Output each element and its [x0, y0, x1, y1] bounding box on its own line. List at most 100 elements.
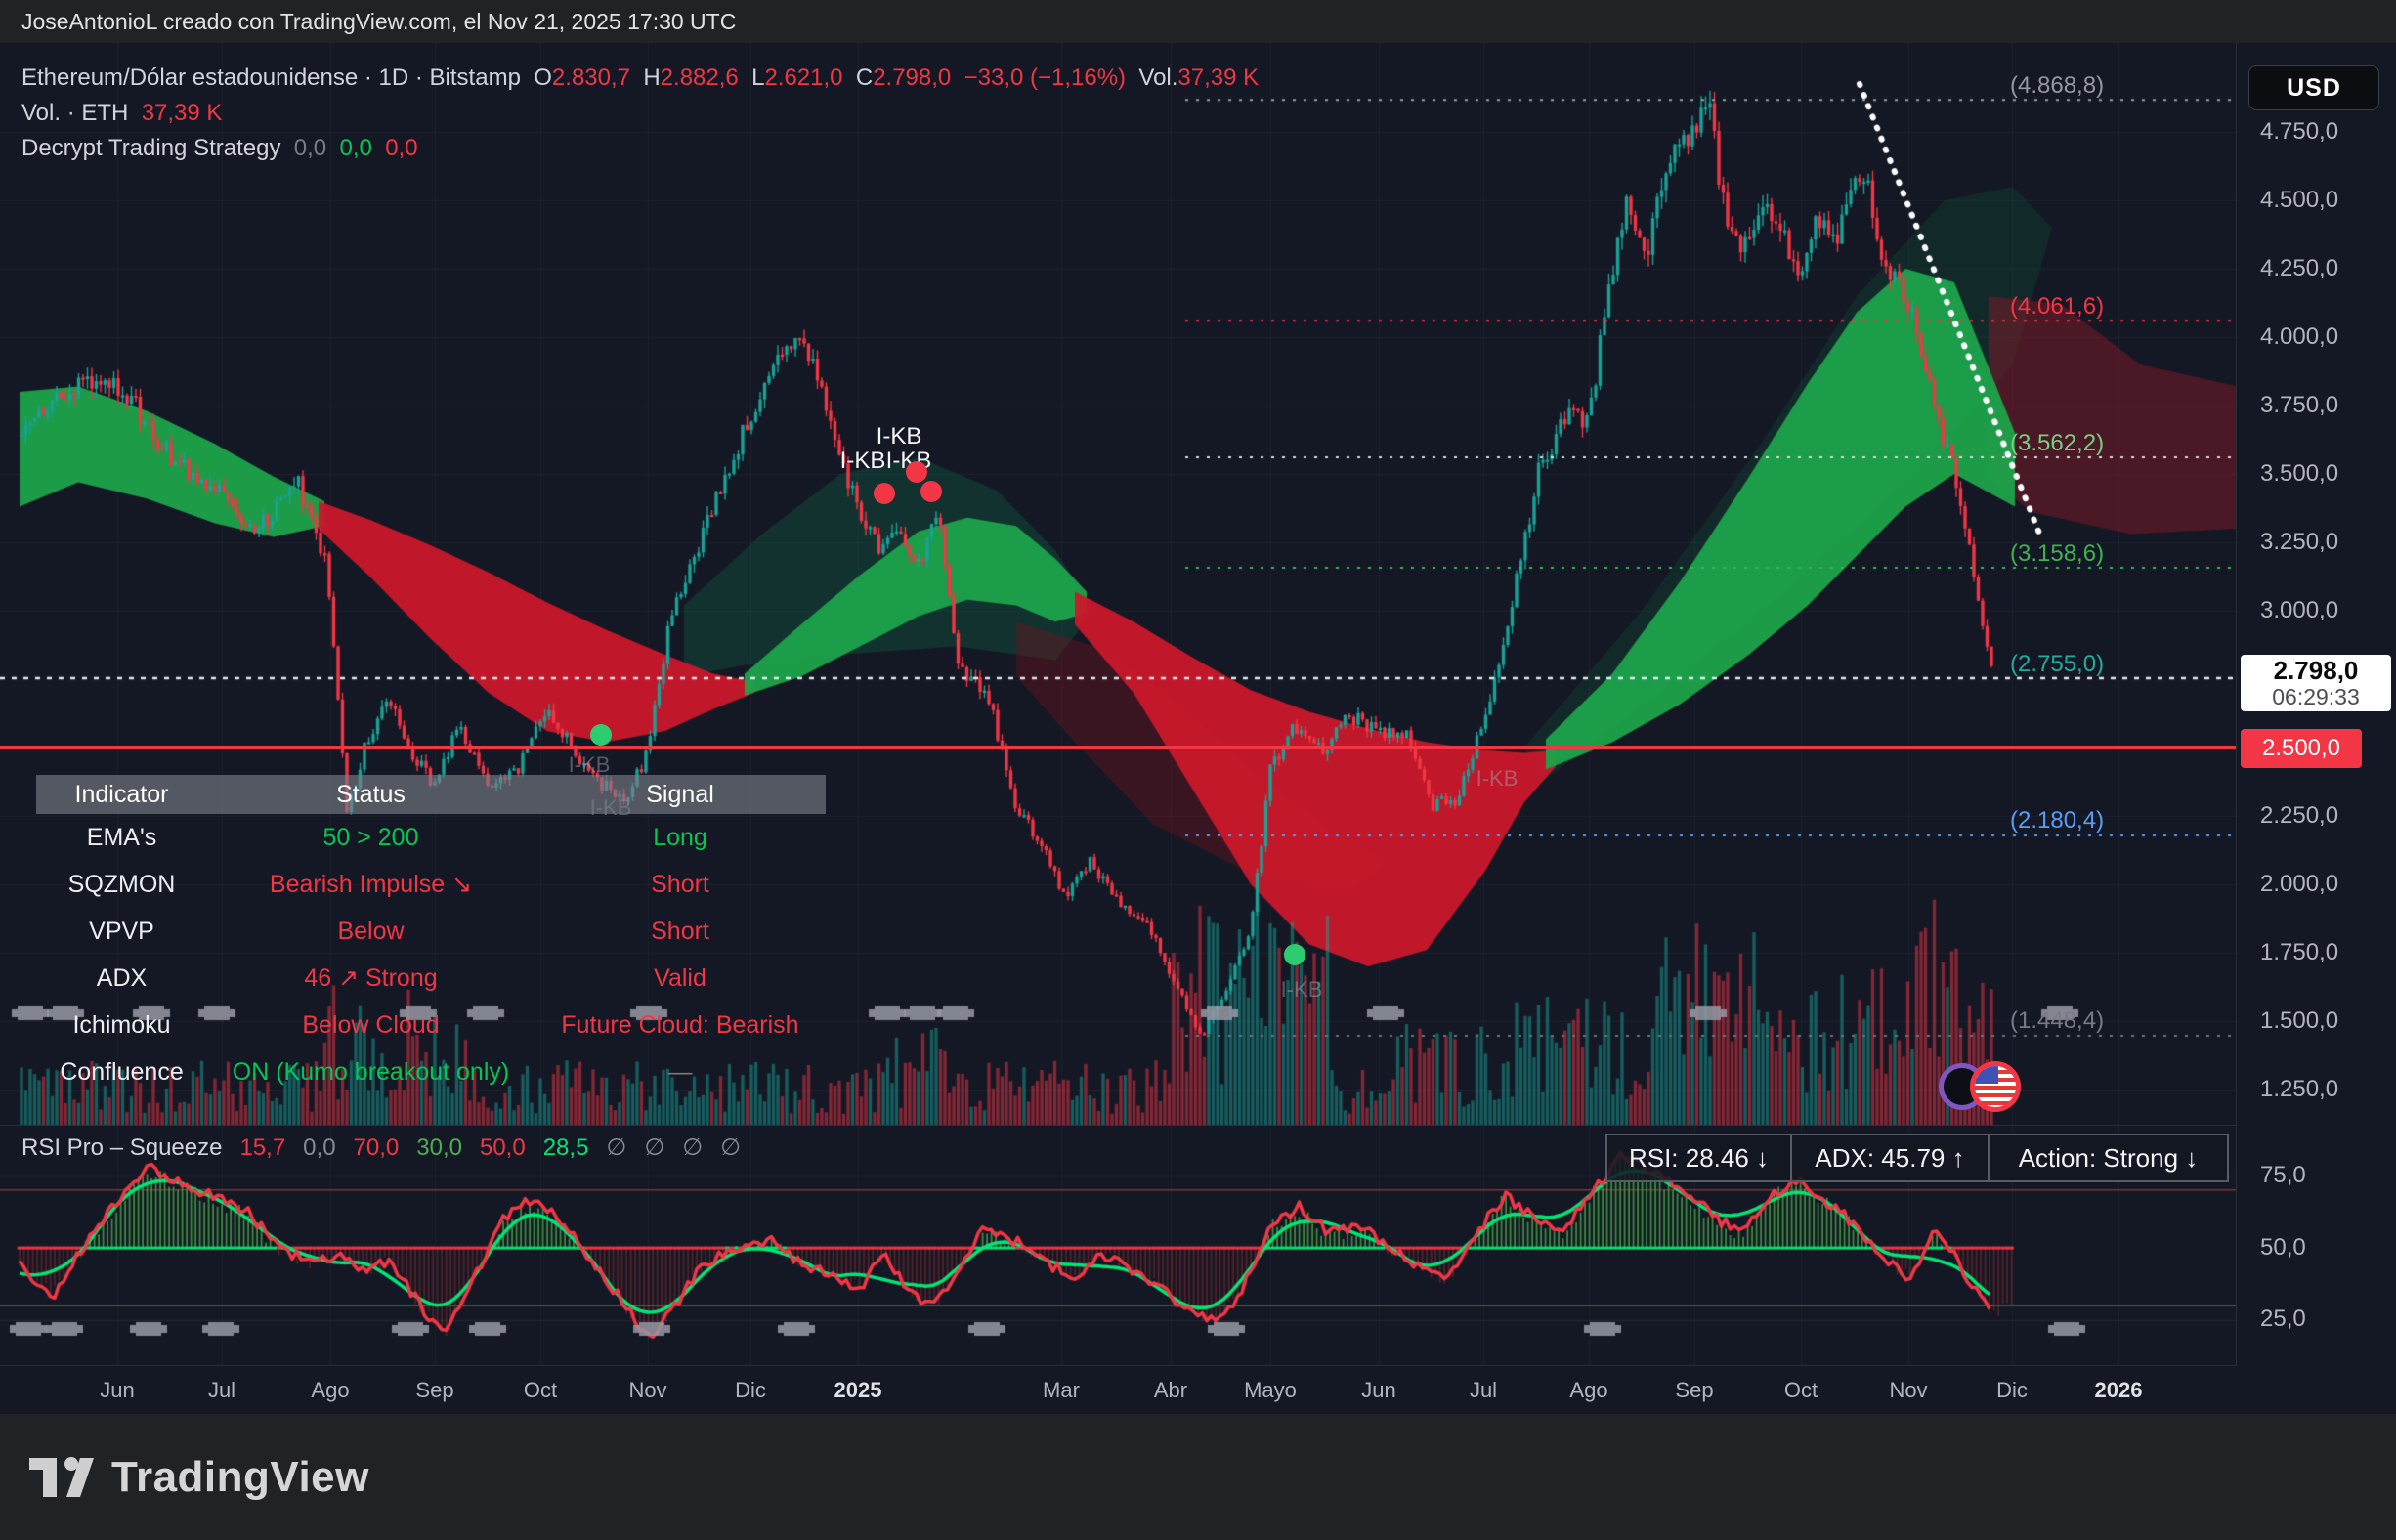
- indicator-name: SQZMON: [67, 870, 176, 898]
- last-price-box: 2.798,0 06:29:33: [2241, 655, 2391, 711]
- time-axis-label: Ago: [1569, 1378, 1608, 1402]
- table-row: ADX 46 ↗ Strong Valid: [36, 955, 826, 1002]
- symbol-title-row[interactable]: Ethereum/Dólar estadounidense · 1D · Bit…: [21, 61, 1259, 96]
- currency-toggle-button[interactable]: USD: [2248, 65, 2379, 110]
- time-axis-label: Nov: [628, 1378, 667, 1402]
- axis-tick-label: 3.250,0: [2260, 529, 2339, 555]
- flag-canton: [1975, 1066, 1998, 1084]
- axis-tick-label: 4.750,0: [2260, 118, 2339, 145]
- symbol-title[interactable]: Ethereum/Dólar estadounidense · 1D · Bit…: [21, 64, 535, 91]
- volume-row[interactable]: Vol. · ETH 37,39 K: [21, 96, 1259, 131]
- indicator-name: Confluence: [60, 1057, 184, 1086]
- attribution-bar: JoseAntonioL creado con TradingView.com,…: [0, 0, 2396, 43]
- table-row: Confluence ON (Kumo breakout only) —: [36, 1048, 826, 1095]
- table-row: SQZMON Bearish Impulse ↘ Short: [36, 861, 826, 908]
- tradingview-logo-text: TradingView: [111, 1452, 369, 1501]
- time-axis-label: Dic: [735, 1378, 766, 1402]
- ohlc-value: 2.621,0: [764, 64, 843, 91]
- rsi-param-value: 70,0: [353, 1134, 400, 1161]
- indicator-name: EMA's: [86, 823, 157, 851]
- table-row: EMA's 50 > 200 Long: [36, 814, 826, 861]
- indicator-status: 46 ↗ Strong: [304, 964, 438, 992]
- time-axis-label: Jul: [207, 1378, 236, 1402]
- price-level-label: (3.158,6): [2010, 539, 2105, 567]
- time-axis-label: Mayo: [1244, 1378, 1297, 1402]
- strategy-value: Decrypt Trading Strategy: [21, 135, 281, 161]
- price-level-line-2500[interactable]: [0, 746, 2396, 749]
- ohlc-value: H: [630, 64, 661, 91]
- rsi-param-value: 50,0: [479, 1134, 526, 1161]
- time-axis-label: Jun: [100, 1378, 135, 1402]
- ichimoku-kumo-breakout-label-dim: I-KB: [1280, 977, 1323, 1002]
- ohlc-value: L: [738, 64, 765, 91]
- indicator-signal: Valid: [654, 963, 706, 992]
- table-header-cell: Signal: [646, 780, 714, 808]
- ohlc-value: Vol.: [1126, 64, 1178, 91]
- axis-tick-label: 1.750,0: [2260, 939, 2339, 965]
- ohlc-value: −33,0 (−1,16%): [951, 64, 1127, 91]
- rsi-param-value: ∅: [606, 1134, 627, 1161]
- ohlc-value: O: [534, 64, 552, 91]
- brand-bar: TradingView: [0, 1414, 2396, 1540]
- table-row: VPVP Below Short: [36, 908, 826, 955]
- axis-tick-label: 75,0: [2260, 1162, 2306, 1188]
- indicator-status: 50 > 200: [322, 823, 419, 851]
- volume-value: Vol. · ETH: [21, 100, 129, 126]
- price-axis[interactable]: USD 4.750,0 4.500,0 4.250,0 4.000,0 3.750,0 3…: [2236, 43, 2396, 1366]
- symbol-header: Ethereum/Dólar estadounidense · 1D · Bit…: [21, 61, 1259, 166]
- time-axis-label: Jul: [1469, 1378, 1498, 1402]
- table-row: Ichimoku Below Cloud Future Cloud: Bearish: [36, 1002, 826, 1048]
- time-axis-label: 2026: [2094, 1378, 2143, 1402]
- bar-countdown: 06:29:33: [2272, 683, 2360, 709]
- level-price-pill: 2.500,0: [2241, 729, 2362, 768]
- ichimoku-kumo-breakout-label: I-KB: [876, 423, 922, 449]
- rsi-indicator-header[interactable]: RSI Pro – Squeeze 15,7 0,0 70,0 30,0 50,0 28,…: [21, 1134, 758, 1162]
- price-level-label: (4.061,6): [2010, 292, 2105, 320]
- rsi-param-value: ∅: [682, 1134, 704, 1161]
- axis-tick-label: 4.250,0: [2260, 255, 2339, 281]
- sell-signal-dot: [874, 483, 895, 504]
- rsi-param-value: 30,0: [416, 1134, 462, 1161]
- rsi-param-value: 15,7: [239, 1134, 286, 1161]
- tradingview-logo-icon: [29, 1456, 94, 1497]
- time-axis-label: 2025: [834, 1378, 882, 1402]
- time-axis-label: Oct: [523, 1378, 558, 1402]
- time-axis-label: Mar: [1043, 1378, 1080, 1402]
- us-flag-event-icon[interactable]: [1970, 1061, 2021, 1112]
- ichimoku-kumo-breakout-label-dim: I-KB: [1476, 766, 1519, 791]
- axis-tick-label: 4.500,0: [2260, 187, 2339, 213]
- axis-tick-label: 4.000,0: [2260, 323, 2339, 350]
- axis-tick-label: 1.500,0: [2260, 1007, 2339, 1034]
- price-level-label: (2.180,4): [2010, 807, 2105, 834]
- time-axis-label: Jun: [1361, 1378, 1396, 1402]
- axis-tick-label: 1.250,0: [2260, 1076, 2339, 1102]
- sell-signal-dot: [906, 461, 927, 483]
- rsi-param-value: 0,0: [303, 1134, 336, 1161]
- ohlc-value: 37,39 K: [1177, 64, 1260, 91]
- indicator-status: Below: [337, 917, 405, 945]
- time-axis-label: Sep: [415, 1378, 454, 1402]
- indicator-status: ON (Kumo breakout only): [232, 1057, 510, 1086]
- rsi-badge-cell: ADX: 45.79 ↑: [1790, 1134, 1990, 1182]
- indicator-name: VPVP: [89, 917, 154, 945]
- axis-tick-label: 50,0: [2260, 1234, 2306, 1261]
- volume-value: 37,39 K: [128, 100, 223, 126]
- time-axis[interactable]: Jun Jul Ago Sep Oct Nov Dic 2025 Mar Abr Mayo Jun Ju…: [0, 1368, 2236, 1414]
- rsi-param-value: ∅: [720, 1134, 742, 1161]
- table-header-cell: Indicator: [74, 780, 169, 808]
- indicator-status: Bearish Impulse ↘: [269, 871, 473, 898]
- indicator-signal: Short: [651, 917, 709, 945]
- attribution-text: JoseAntonioL creado con TradingView.com,…: [21, 8, 737, 34]
- axis-tick-label: 2.250,0: [2260, 802, 2339, 829]
- axis-tick-label: 3.750,0: [2260, 392, 2339, 418]
- axis-tick-label: 2.000,0: [2260, 871, 2339, 897]
- strategy-value: 0,0: [371, 135, 418, 161]
- rsi-badge-cell: RSI: 28.46 ↓: [1605, 1134, 1792, 1182]
- ohlc-value: C: [842, 64, 874, 91]
- main-chart-canvas[interactable]: [0, 43, 2236, 1126]
- strategy-row[interactable]: Decrypt Trading Strategy 0,0 0,0 0,0: [21, 131, 1259, 166]
- price-level-label: (1.448,4): [2010, 1007, 2105, 1035]
- sell-signal-dot: [920, 481, 942, 502]
- buy-signal-dot: [1284, 944, 1305, 965]
